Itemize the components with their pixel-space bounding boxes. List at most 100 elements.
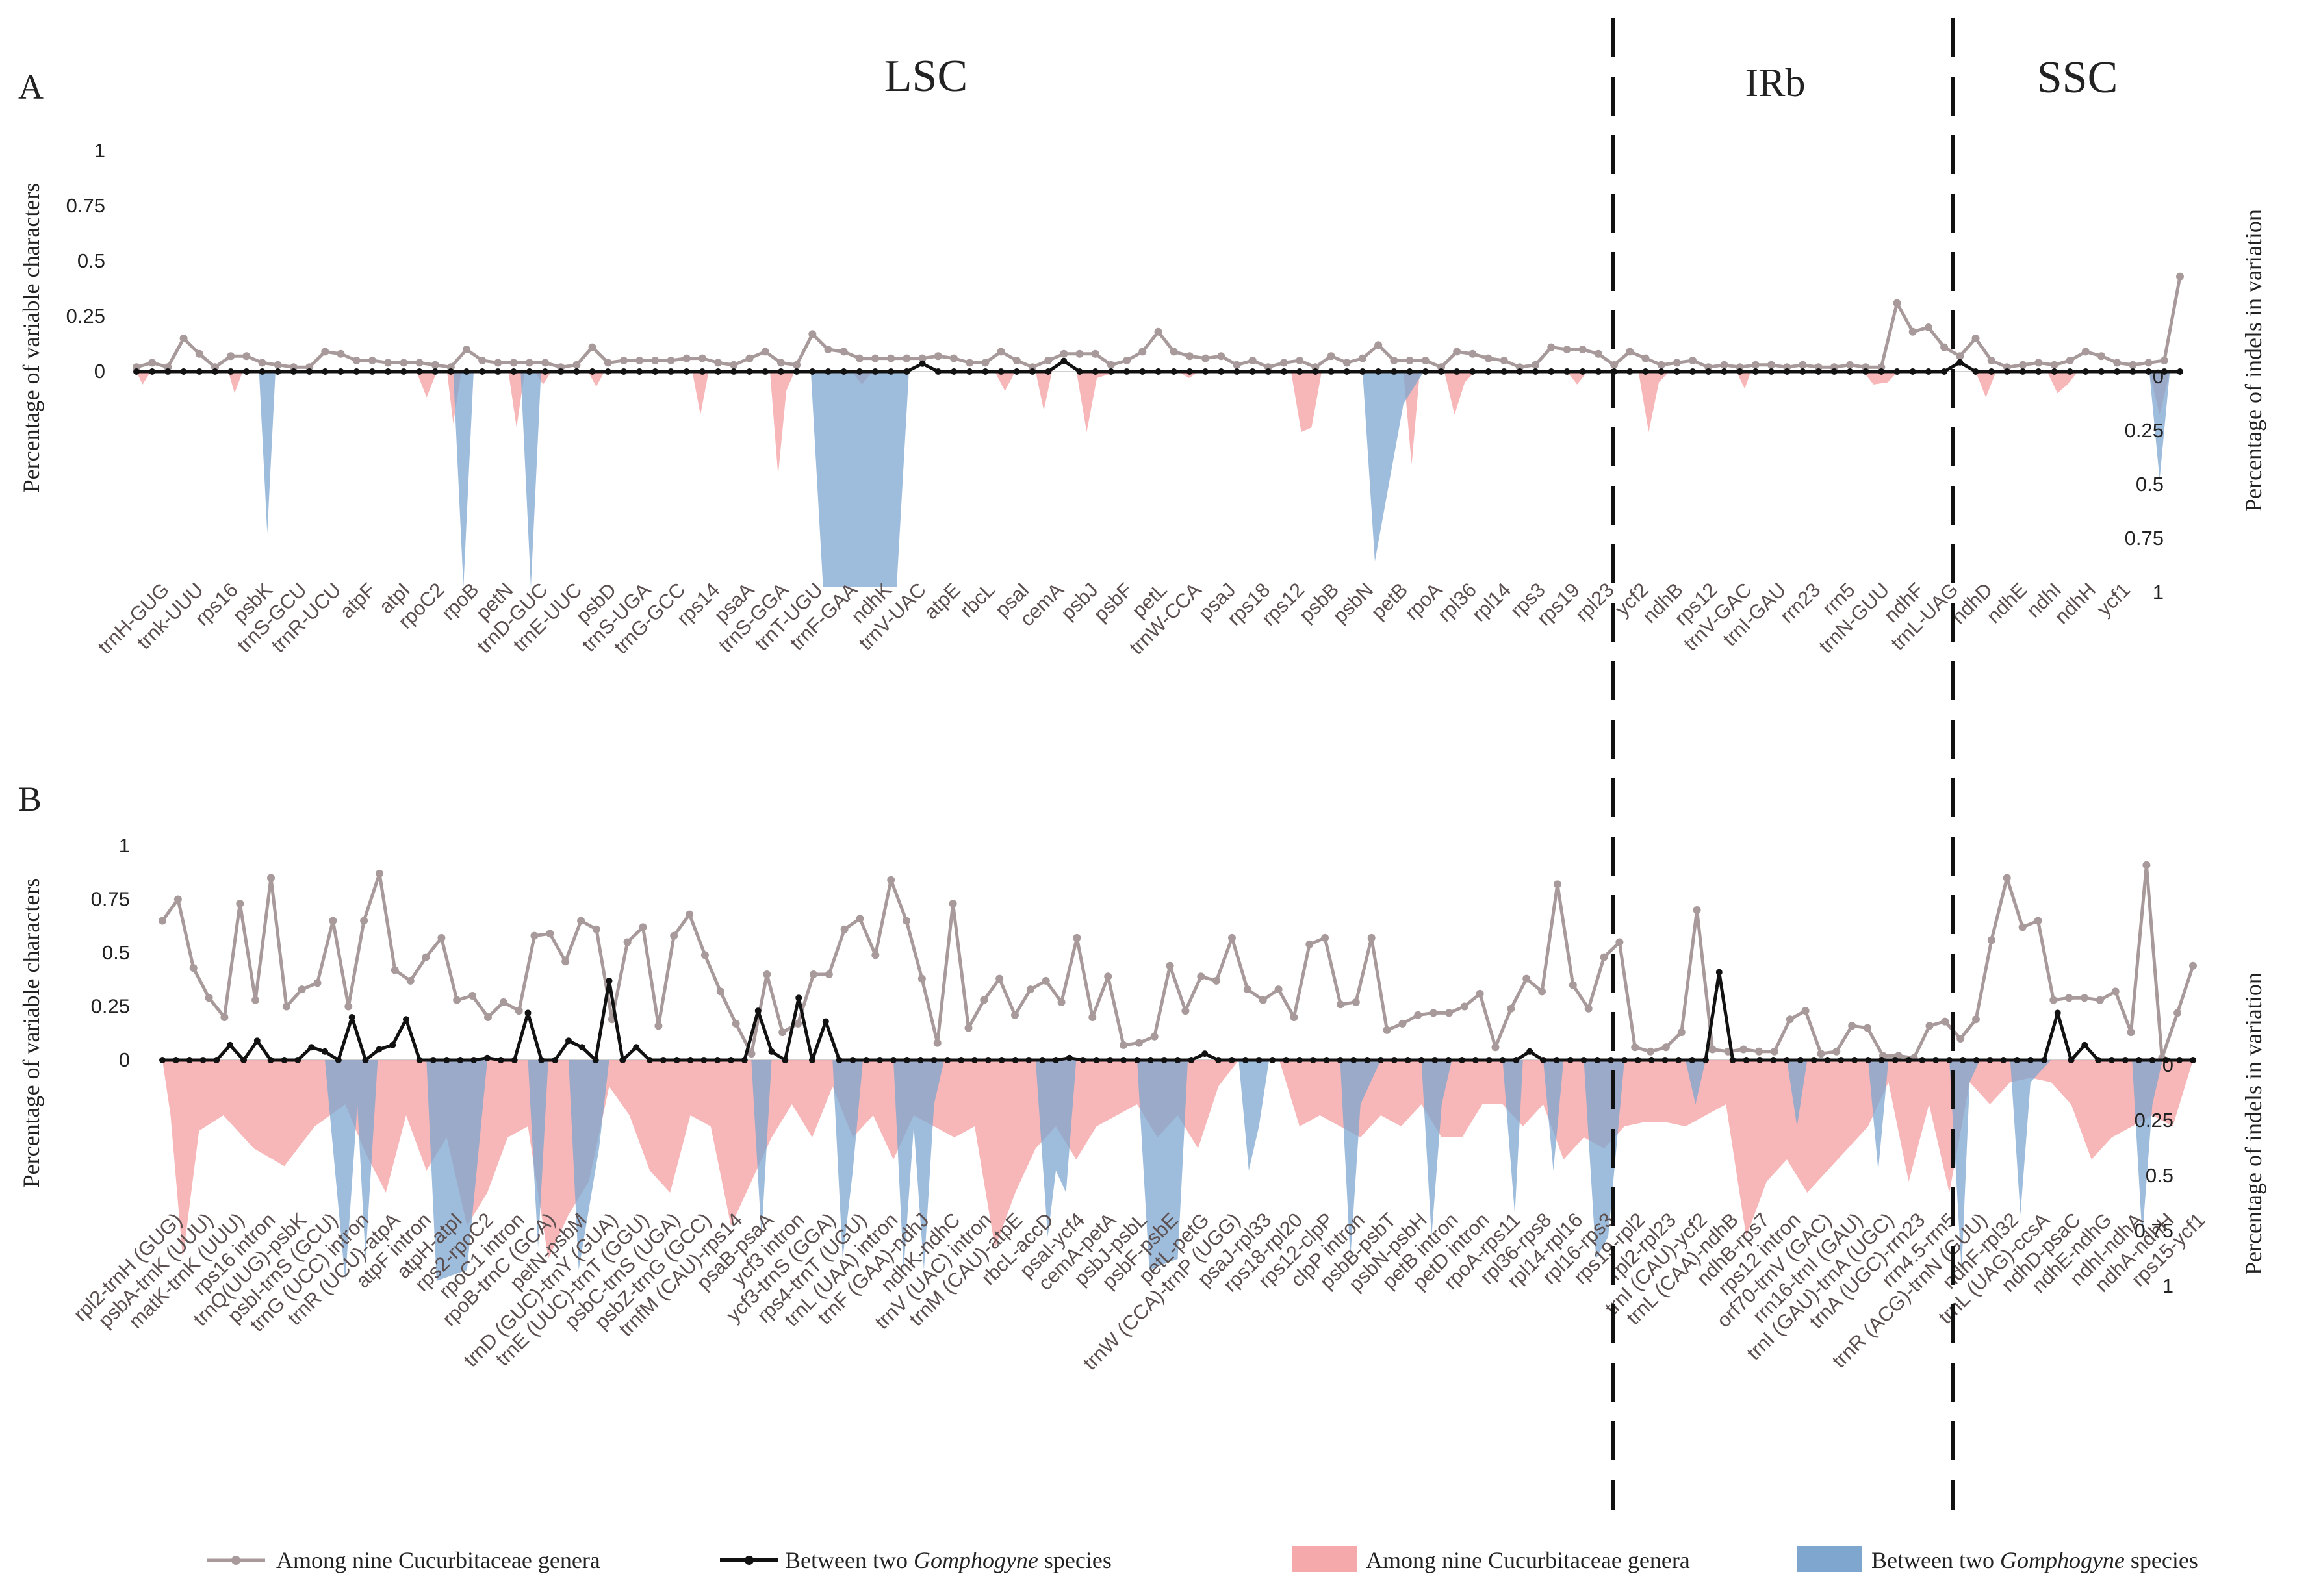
among-genera-point (1500, 357, 1508, 364)
between-species-point (1242, 1057, 1249, 1063)
between-species-point (1337, 1057, 1344, 1063)
among-genera-point (415, 359, 424, 367)
between-species-point (1830, 368, 1838, 375)
between-species-point (196, 368, 203, 375)
between-species-point (389, 1041, 396, 1048)
between-species-point (1932, 1057, 1940, 1063)
among-genera-point (1657, 361, 1665, 369)
between-species-point (1422, 368, 1429, 375)
between-species-point (1107, 368, 1114, 375)
indel-area-between-species (136, 372, 2180, 587)
among-genera-point (1107, 361, 1115, 369)
between-species-point (997, 368, 1005, 375)
among-genera-point (747, 1050, 756, 1058)
between-species-point (1909, 368, 1916, 375)
among-genera-point (2018, 923, 2027, 931)
left-tick-label: 0.5 (77, 249, 105, 272)
among-genera-point (1123, 357, 1131, 364)
panel-b-right-axis-label: Percentage of indels in variation (2240, 972, 2266, 1275)
between-species-point (1799, 368, 1806, 375)
between-species-point (2135, 1057, 2142, 1063)
among-genera-point (1767, 361, 1775, 369)
between-species-point (1595, 368, 1602, 375)
among-genera-point (1594, 349, 1602, 358)
between-species-point (1959, 1057, 1966, 1063)
among-genera-point (1011, 1011, 1019, 1019)
among-genera-point (1631, 1043, 1639, 1052)
between-species-point (494, 368, 502, 375)
between-species-point (1364, 1057, 1371, 1063)
among-genera-point (714, 359, 723, 367)
between-species-point (683, 368, 690, 375)
among-genera-point (1248, 357, 1257, 364)
among-genera-point (1563, 346, 1571, 353)
between-species-point (274, 368, 281, 375)
among-genera-point (588, 343, 596, 351)
among-genera-point (1305, 940, 1314, 948)
among-genera-point (1212, 976, 1221, 985)
among-genera-point (1170, 348, 1178, 356)
between-species-point (2081, 1041, 2088, 1048)
between-species-point (1264, 368, 1272, 375)
among-genera-point (258, 359, 266, 367)
panel-b-label: B (18, 779, 42, 818)
left-tick-label: 0.5 (102, 941, 130, 964)
between-species-point (746, 368, 753, 375)
between-species-point (762, 368, 769, 375)
among-genera-point (298, 985, 306, 994)
among-genera-point (871, 354, 879, 362)
among-genera-point (1770, 1047, 1778, 1056)
between-species-point (199, 1057, 207, 1063)
between-species-point (699, 368, 706, 375)
between-species-point (337, 368, 344, 375)
between-species-point (1893, 368, 1901, 375)
left-tick-label: 0 (119, 1048, 130, 1071)
between-species-point (1438, 368, 1444, 375)
between-species-point (2122, 1057, 2129, 1063)
between-species-point (186, 1057, 193, 1063)
among-genera-point (1925, 1022, 1934, 1030)
among-genera-point (220, 1013, 229, 1021)
between-species-point (322, 368, 329, 375)
between-species-point (294, 1057, 301, 1063)
among-genera-point (1091, 349, 1099, 358)
between-species-point (1406, 368, 1413, 375)
between-species-point (306, 368, 313, 375)
among-genera-point (980, 996, 988, 1004)
among-genera-point (918, 354, 927, 362)
among-genera-point (1553, 880, 1561, 889)
between-species-point (213, 1057, 220, 1063)
between-species-point (687, 1057, 694, 1063)
right-tick-label: 0.75 (2125, 527, 2164, 550)
between-species-point (1147, 1057, 1154, 1063)
among-genera-point (903, 917, 910, 925)
among-genera-point (825, 970, 833, 978)
among-genera-point (1972, 1015, 1980, 1024)
between-species-point (872, 368, 878, 375)
among-genera-line (136, 276, 2182, 369)
left-tick-label: 1 (119, 834, 130, 857)
among-genera-point (1217, 352, 1225, 361)
between-species-point (1076, 368, 1083, 375)
between-species-point (538, 1057, 545, 1063)
among-genera-point (639, 923, 647, 931)
between-species-point (1973, 1057, 1980, 1063)
among-genera-point (1352, 998, 1360, 1006)
among-genera-point (1924, 323, 1932, 331)
category-label: rpl36 (1433, 578, 1481, 626)
between-species-point (2051, 368, 2058, 375)
among-genera-point (1610, 361, 1619, 369)
between-species-point (1540, 1057, 1546, 1063)
category-label: petB (1366, 578, 1412, 624)
between-species-point (606, 977, 613, 984)
between-species-point (1093, 1057, 1100, 1063)
among-genera-point (856, 915, 864, 923)
between-species-point (1375, 368, 1382, 375)
between-species-point (1972, 368, 1979, 375)
panel-a-label: A (18, 68, 44, 107)
among-genera-point (1739, 1045, 1748, 1054)
between-species-point (1228, 1057, 1235, 1063)
among-genera-point (981, 359, 990, 367)
between-species-point (1721, 368, 1728, 375)
between-species-point (1485, 368, 1492, 375)
